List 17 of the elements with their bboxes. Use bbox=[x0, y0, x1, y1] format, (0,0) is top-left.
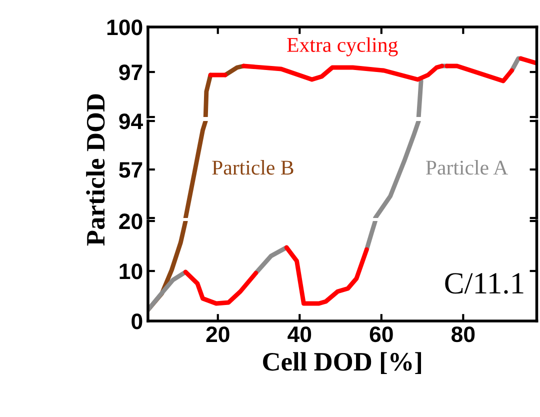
y-tick-label: 100 bbox=[107, 20, 142, 36]
x-tick-label: 60 bbox=[370, 326, 393, 342]
x-tick-label: 80 bbox=[452, 326, 475, 342]
x-tick-label: 20 bbox=[206, 326, 230, 342]
series-label: Extra cycling bbox=[287, 37, 398, 56]
y-tick-label: 10 bbox=[120, 264, 142, 280]
x-tick-label: 40 bbox=[288, 326, 312, 342]
series-label: Particle A bbox=[426, 160, 508, 175]
y-tick-label: 20 bbox=[119, 214, 142, 230]
y-tick-label: 97 bbox=[119, 64, 142, 80]
y-axis-title: Particle DOD bbox=[86, 94, 105, 246]
y-tick-label: 0 bbox=[132, 314, 142, 330]
annotation: C/11.1 bbox=[445, 273, 524, 294]
y-tick-label: 94 bbox=[119, 114, 143, 130]
x-axis-title: Cell DOD [%] bbox=[263, 352, 422, 374]
series-label: Particle B bbox=[212, 160, 294, 175]
y-tick-label: 57 bbox=[119, 162, 142, 178]
